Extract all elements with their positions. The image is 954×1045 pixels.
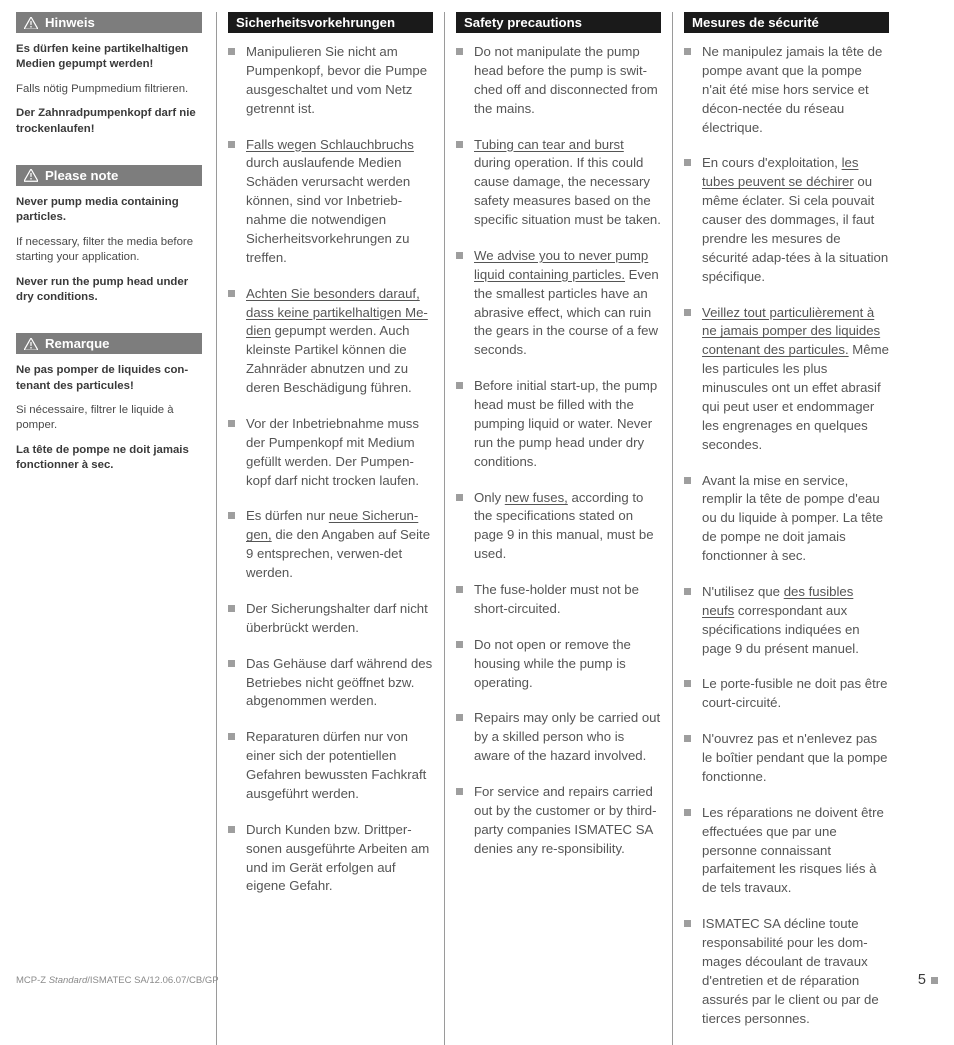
list-item: Das Gehäuse darf während des Betriebes n… — [228, 655, 433, 712]
list-item: En cours d'exploitation, les tubes peuve… — [684, 154, 889, 286]
body-text: Le porte-fusible ne doit pas être court-… — [702, 676, 887, 710]
column-header: Mesures de sécurité — [684, 12, 889, 33]
sidebar-column: Hinweis Es dürfen keine partikelhaltigen … — [16, 12, 216, 1045]
note-block: Hinweis Es dürfen keine partikelhaltigen … — [16, 12, 202, 137]
column-list: Do not manipulate the pump head before t… — [456, 43, 661, 859]
list-item: Falls wegen Schlauchbruchs durch auslauf… — [228, 136, 433, 268]
list-item: Es dürfen nur neue Sicherun-gen, die den… — [228, 507, 433, 583]
list-item: Before initial start-up, the pump head m… — [456, 377, 661, 471]
page-footer: MCP-Z Standard/ISMATEC SA/12.06.07/CB/GP… — [16, 972, 938, 988]
list-item: Avant la mise en service, remplir la têt… — [684, 472, 889, 566]
list-item: Ne manipulez jamais la tête de pompe ava… — [684, 43, 889, 137]
body-text: En cours d'exploitation, — [702, 155, 842, 170]
note-title: Remarque — [45, 336, 110, 351]
note-header: Hinweis — [16, 12, 202, 33]
list-item: We advise you to never pump liquid conta… — [456, 247, 661, 360]
column-en: Safety precautions Do not manipulate the … — [444, 12, 672, 1045]
body-text: Only — [474, 490, 505, 505]
underlined-text: Falls wegen Schlauchbruchs — [246, 137, 414, 152]
list-item: Achten Sie besonders darauf, dass keine … — [228, 285, 433, 398]
body-text: For service and repairs carried out by t… — [474, 784, 657, 856]
body-text: Avant la mise en service, remplir la têt… — [702, 473, 883, 564]
list-item: Repairs may only be carried out by a ski… — [456, 709, 661, 766]
note-paragraph: If necessary, filter the media before st… — [16, 235, 202, 266]
warning-icon — [24, 17, 38, 29]
note-paragraph: Never run the pump head under dry condit… — [16, 275, 202, 306]
body-text: Vor der Inbetriebnahme muss der Pumpenko… — [246, 416, 419, 488]
body-text: Manipulieren Sie nicht am Pumpenkopf, be… — [246, 44, 427, 116]
underlined-text: Tubing can tear and burst — [474, 137, 624, 152]
body-text: Reparaturen dürfen nur von einer sich de… — [246, 729, 426, 801]
underlined-text: new fuses, — [505, 490, 568, 505]
column-header: Sicherheitsvorkehrungen — [228, 12, 433, 33]
list-item: Only new fuses, according to the specifi… — [456, 489, 661, 565]
column-fr: Mesures de sécurité Ne manipulez jamais l… — [672, 12, 900, 1045]
note-paragraph: Falls nötig Pumpmedium filtrieren. — [16, 82, 202, 97]
body-text: gepumpt werden. Auch kleinste Partikel k… — [246, 323, 412, 395]
footer-code: MCP-Z Standard/ISMATEC SA/12.06.07/CB/GP — [16, 975, 219, 986]
list-item: Tubing can tear and burst during operati… — [456, 136, 661, 230]
column-header: Safety precautions — [456, 12, 661, 33]
body-text: Les réparations ne doivent être effectué… — [702, 805, 884, 896]
note-block: Please note Never pump media containing p… — [16, 165, 202, 305]
body-text: die den Angaben auf Seite 9 entsprechen,… — [246, 527, 430, 580]
body-text: Before initial start-up, the pump head m… — [474, 378, 657, 469]
column-list: Ne manipulez jamais la tête de pompe ava… — [684, 43, 889, 1028]
list-item: The fuse-holder must not be short-circui… — [456, 581, 661, 619]
column-list: Manipulieren Sie nicht am Pumpenkopf, be… — [228, 43, 433, 896]
page-number: 5 — [918, 972, 938, 988]
body-text: N'ouvrez pas et n'enlevez pas le boîtier… — [702, 731, 888, 784]
column-de: Sicherheitsvorkehrungen Manipulieren Sie … — [216, 12, 444, 1045]
body-text: during operation. If this could cause da… — [474, 155, 661, 227]
body-text: N'utilisez que — [702, 584, 784, 599]
page-number-marker — [931, 977, 938, 984]
footer-code-text: MCP-Z Standard/ISMATEC SA/12.06.07/CB/GP — [16, 975, 219, 986]
note-paragraph: Ne pas pomper de liquides con-tenant des… — [16, 363, 202, 394]
body-text: durch auslaufende Medien Schäden verursa… — [246, 155, 410, 264]
note-header: Please note — [16, 165, 202, 186]
list-item: Do not open or remove the housing while … — [456, 636, 661, 693]
list-item: Les réparations ne doivent être effectué… — [684, 804, 889, 898]
page-grid: Hinweis Es dürfen keine partikelhaltigen … — [16, 12, 938, 952]
note-paragraph: Es dürfen keine partikelhaltigen Medien … — [16, 42, 202, 73]
body-text: Es dürfen nur — [246, 508, 329, 523]
body-text: Do not open or remove the housing while … — [474, 637, 631, 690]
note-paragraph: La tête de pompe ne doit jamais fonction… — [16, 443, 202, 474]
page-number-text: 5 — [918, 972, 926, 988]
note-paragraph: Never pump media containing particles. — [16, 195, 202, 226]
body-text: Der Sicherungshalter darf nicht überbrüc… — [246, 601, 428, 635]
body-text: Même les particules les plus minuscules … — [702, 342, 889, 451]
note-block: Remarque Ne pas pomper de liquides con-te… — [16, 333, 202, 473]
list-item: N'utilisez que des fusibles neufs corres… — [684, 583, 889, 659]
note-title: Hinweis — [45, 15, 95, 30]
body-text: Ne manipulez jamais la tête de pompe ava… — [702, 44, 882, 135]
warning-icon — [24, 169, 38, 181]
list-item: Manipulieren Sie nicht am Pumpenkopf, be… — [228, 43, 433, 119]
underlined-text: We advise you to never pump liquid conta… — [474, 248, 648, 282]
note-header: Remarque — [16, 333, 202, 354]
note-paragraph: Si nécessaire, filtrer le liquide à pomp… — [16, 403, 202, 434]
list-item: N'ouvrez pas et n'enlevez pas le boîtier… — [684, 730, 889, 787]
list-item: Veillez tout particulièrement à ne jamai… — [684, 304, 889, 455]
list-item: Le porte-fusible ne doit pas être court-… — [684, 675, 889, 713]
list-item: For service and repairs carried out by t… — [456, 783, 661, 859]
warning-icon — [24, 338, 38, 350]
body-text: ou même éclater. Si cela pouvait causer … — [702, 174, 888, 283]
list-item: Vor der Inbetriebnahme muss der Pumpenko… — [228, 415, 433, 491]
body-text: Do not manipulate the pump head before t… — [474, 44, 658, 116]
body-text: Durch Kunden bzw. Drittper-sonen ausgefü… — [246, 822, 429, 894]
body-text: Repairs may only be carried out by a ski… — [474, 710, 660, 763]
body-text: ISMATEC SA décline toute responsabilité … — [702, 916, 879, 1025]
body-text: The fuse-holder must not be short-circui… — [474, 582, 639, 616]
list-item: Do not manipulate the pump head before t… — [456, 43, 661, 119]
list-item: Durch Kunden bzw. Drittper-sonen ausgefü… — [228, 821, 433, 897]
note-paragraph: Der Zahnradpumpenkopf darf nie trockenla… — [16, 106, 202, 137]
note-title: Please note — [45, 168, 118, 183]
list-item: Reparaturen dürfen nur von einer sich de… — [228, 728, 433, 804]
list-item: Der Sicherungshalter darf nicht überbrüc… — [228, 600, 433, 638]
body-text: Das Gehäuse darf während des Betriebes n… — [246, 656, 432, 709]
